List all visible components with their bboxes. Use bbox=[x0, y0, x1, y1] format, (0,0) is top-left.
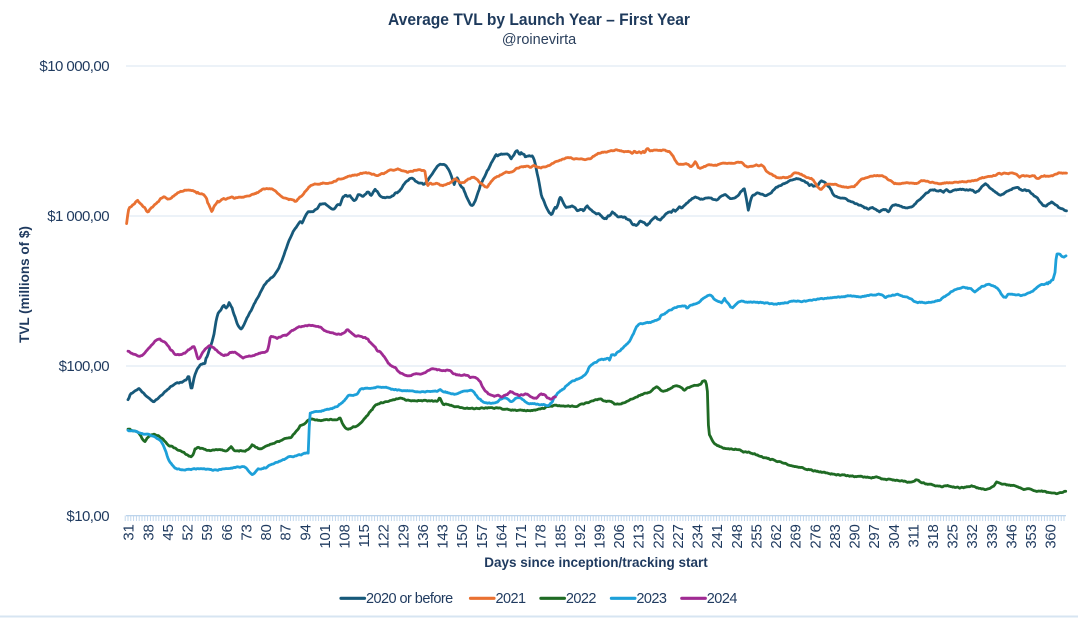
svg-text:339: 339 bbox=[984, 525, 1001, 549]
svg-text:87: 87 bbox=[278, 525, 295, 541]
svg-text:269: 269 bbox=[788, 525, 805, 549]
svg-text:2022: 2022 bbox=[566, 591, 597, 607]
svg-text:129: 129 bbox=[395, 525, 412, 549]
svg-text:178: 178 bbox=[533, 525, 550, 549]
svg-text:318: 318 bbox=[925, 525, 942, 549]
svg-text:255: 255 bbox=[748, 525, 765, 549]
svg-text:122: 122 bbox=[376, 525, 393, 549]
svg-text:$1 000,00: $1 000,00 bbox=[47, 208, 109, 225]
svg-text:227: 227 bbox=[670, 525, 687, 549]
svg-text:283: 283 bbox=[827, 525, 844, 549]
svg-text:$100,00: $100,00 bbox=[59, 358, 110, 375]
svg-text:206: 206 bbox=[611, 525, 628, 549]
svg-text:$10 000,00: $10 000,00 bbox=[39, 58, 109, 75]
svg-text:150: 150 bbox=[454, 525, 471, 549]
svg-text:59: 59 bbox=[199, 525, 216, 541]
svg-text:332: 332 bbox=[964, 525, 981, 549]
svg-text:2021: 2021 bbox=[496, 591, 527, 607]
svg-text:TVL (millions of $): TVL (millions of $) bbox=[17, 226, 32, 343]
svg-text:143: 143 bbox=[435, 525, 452, 549]
svg-text:2023: 2023 bbox=[636, 591, 667, 607]
svg-text:220: 220 bbox=[650, 525, 667, 549]
svg-text:136: 136 bbox=[415, 525, 432, 549]
svg-text:73: 73 bbox=[238, 525, 255, 541]
svg-text:94: 94 bbox=[297, 525, 314, 541]
svg-text:248: 248 bbox=[729, 525, 746, 549]
svg-text:66: 66 bbox=[219, 525, 236, 541]
svg-text:115: 115 bbox=[356, 525, 373, 548]
svg-text:234: 234 bbox=[690, 525, 707, 549]
svg-text:262: 262 bbox=[768, 525, 785, 549]
svg-text:2020 or before: 2020 or before bbox=[366, 591, 453, 607]
svg-text:157: 157 bbox=[474, 525, 491, 549]
svg-text:Average TVL by Launch Year – F: Average TVL by Launch Year – First Year bbox=[388, 11, 691, 29]
svg-text:353: 353 bbox=[1023, 525, 1040, 549]
svg-text:45: 45 bbox=[160, 525, 177, 541]
svg-text:101: 101 bbox=[317, 525, 334, 549]
svg-text:Days since inception/tracking: Days since inception/tracking start bbox=[484, 555, 708, 570]
svg-text:171: 171 bbox=[513, 525, 530, 549]
svg-text:241: 241 bbox=[709, 525, 726, 549]
svg-text:276: 276 bbox=[807, 525, 824, 549]
svg-text:2024: 2024 bbox=[707, 591, 738, 607]
svg-text:311: 311 bbox=[905, 525, 922, 548]
svg-text:290: 290 bbox=[847, 525, 864, 549]
svg-text:192: 192 bbox=[572, 525, 589, 549]
svg-text:@roinevirta: @roinevirta bbox=[502, 32, 577, 48]
svg-text:80: 80 bbox=[258, 525, 275, 541]
svg-text:185: 185 bbox=[552, 525, 569, 549]
svg-text:38: 38 bbox=[140, 525, 157, 541]
svg-text:325: 325 bbox=[945, 525, 962, 549]
svg-text:108: 108 bbox=[337, 525, 354, 549]
svg-text:213: 213 bbox=[631, 525, 648, 549]
svg-text:164: 164 bbox=[493, 525, 510, 549]
svg-text:346: 346 bbox=[1004, 525, 1021, 549]
svg-text:52: 52 bbox=[180, 525, 197, 541]
svg-text:360: 360 bbox=[1043, 525, 1060, 549]
svg-text:31: 31 bbox=[121, 525, 138, 541]
svg-text:304: 304 bbox=[886, 525, 903, 549]
svg-text:297: 297 bbox=[866, 525, 883, 549]
svg-text:$10,00: $10,00 bbox=[66, 508, 109, 525]
svg-text:199: 199 bbox=[592, 525, 609, 549]
